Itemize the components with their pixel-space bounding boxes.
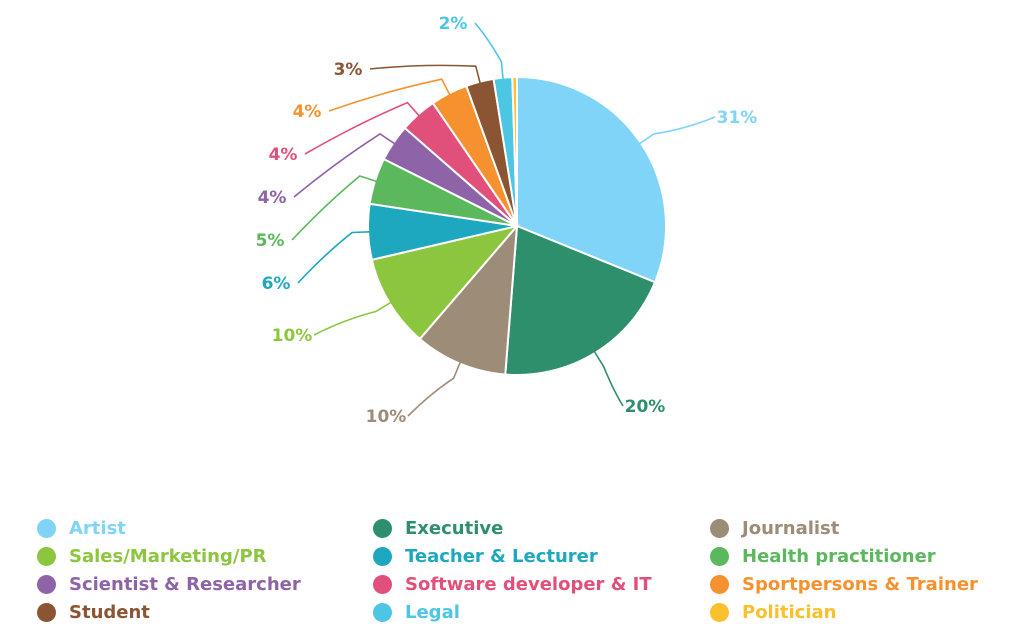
- leader-line-teacher-lecturer: [297, 231, 371, 284]
- leader-line-health-practitioner: [291, 175, 378, 241]
- leader-line-artist: [638, 116, 716, 145]
- leader-line-sportpersons-trainer: [328, 78, 451, 112]
- data-label-sportpersons-trainer: 4%: [293, 102, 322, 122]
- leader-line-journalist: [407, 361, 462, 417]
- data-label-student: 3%: [334, 60, 363, 80]
- pie-slice-politician: [511, 75, 518, 227]
- leader-line-student: [369, 64, 482, 84]
- data-label-executive: 20%: [625, 397, 666, 417]
- data-label-software-developer-it: 4%: [269, 145, 298, 165]
- leader-line-software-developer-it: [304, 101, 420, 155]
- data-label-scientist-researcher: 4%: [258, 188, 287, 208]
- data-label-legal: 2%: [439, 14, 468, 34]
- data-label-teacher-lecturer: 6%: [262, 274, 291, 294]
- leader-line-legal: [474, 22, 504, 80]
- data-label-sales-marketing-pr: 10%: [272, 326, 313, 346]
- leader-line-scientist-researcher: [293, 132, 396, 198]
- data-label-journalist: 10%: [366, 407, 407, 427]
- leader-line-executive: [593, 350, 624, 407]
- data-label-artist: 31%: [717, 108, 758, 128]
- data-label-health-practitioner: 5%: [256, 231, 285, 251]
- leader-line-sales-marketing-pr: [313, 301, 392, 336]
